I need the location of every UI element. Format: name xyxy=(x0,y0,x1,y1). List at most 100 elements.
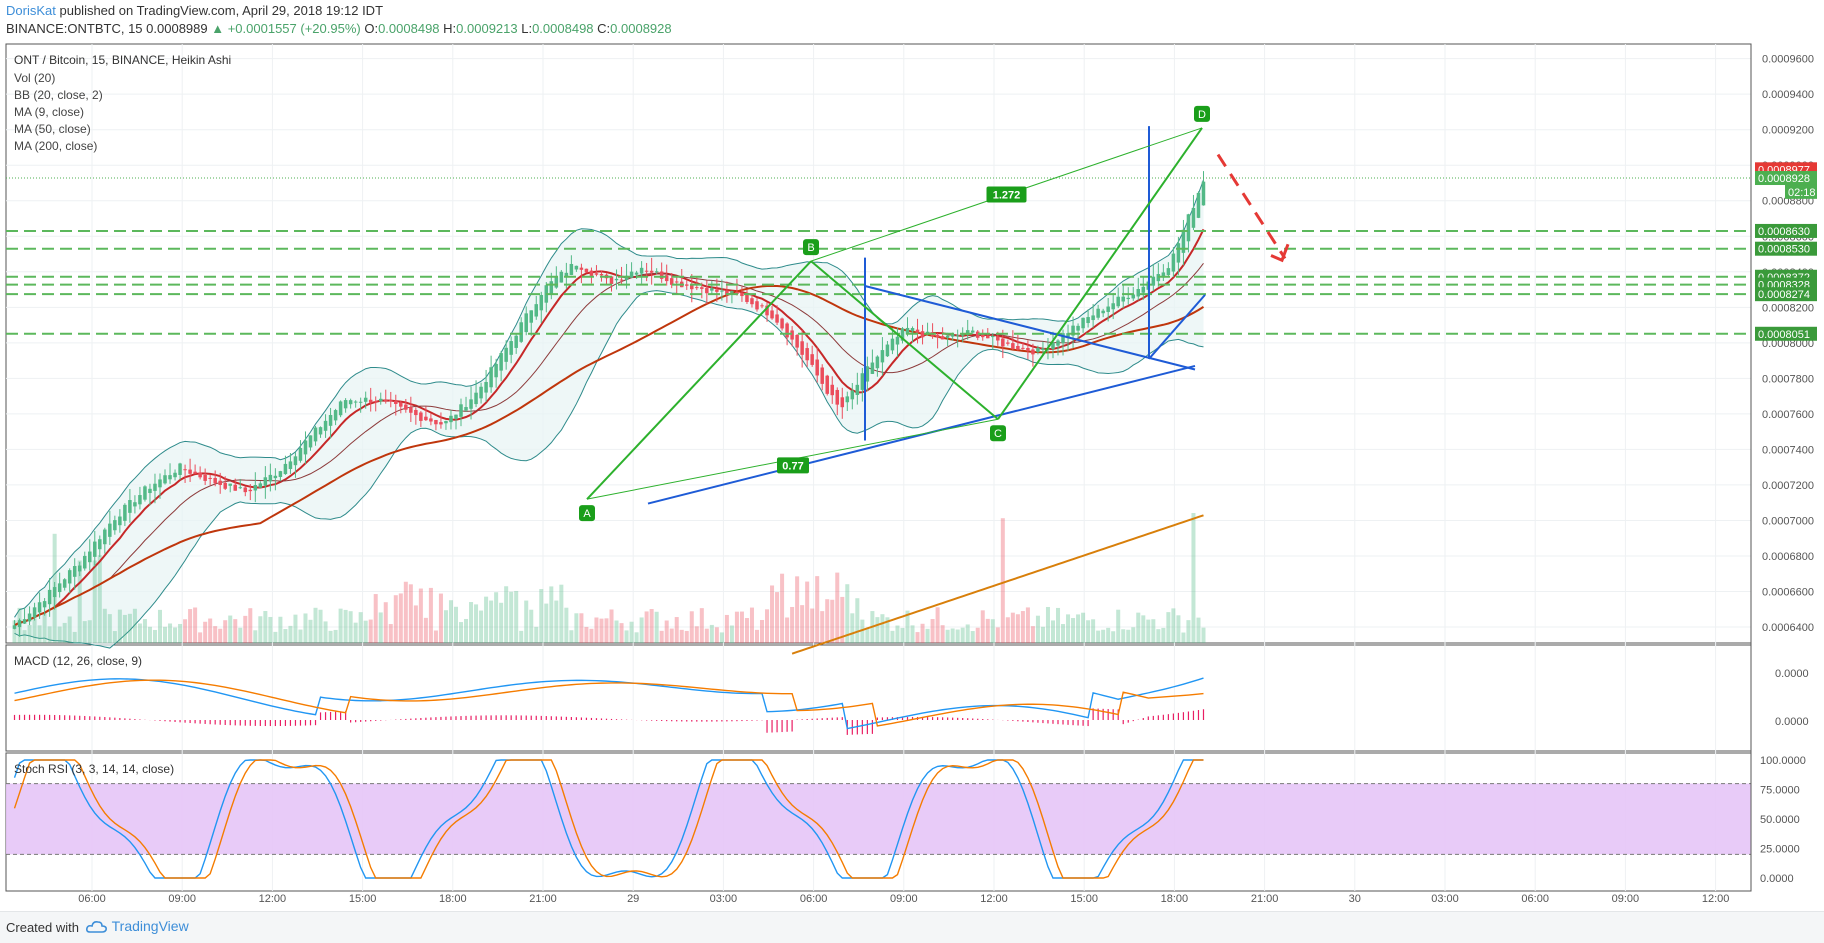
volume-bar xyxy=(193,607,198,643)
published-text: published on TradingView.com, April 29, … xyxy=(59,3,384,18)
projection-arrowhead xyxy=(1270,243,1290,263)
x-tick-label: 06:00 xyxy=(1521,893,1549,905)
volume-bar xyxy=(985,618,990,643)
candle-body xyxy=(399,402,403,407)
candle-body xyxy=(529,310,533,323)
volume-bar xyxy=(719,632,724,643)
volume-bar xyxy=(925,628,930,643)
volume-bar xyxy=(313,607,318,643)
volume-bar xyxy=(584,626,589,643)
volume-bar xyxy=(348,611,353,643)
volume-bar xyxy=(544,603,549,643)
volume-bar xyxy=(629,621,634,643)
candle-body xyxy=(800,341,804,355)
volume-bar xyxy=(775,592,780,643)
volume-bar xyxy=(223,620,228,643)
volume-bar xyxy=(102,608,107,643)
candle-body xyxy=(805,348,809,361)
candle-body xyxy=(815,359,819,376)
volume-bar xyxy=(564,607,569,643)
candle-body xyxy=(1161,272,1166,278)
volume-bar xyxy=(810,608,815,643)
volume-bar xyxy=(599,618,604,643)
volume-bar xyxy=(935,607,940,643)
volume-bar xyxy=(845,584,850,643)
candle-body xyxy=(664,275,669,282)
stoch-y-tick: 75.0000 xyxy=(1760,785,1800,797)
candle-body xyxy=(394,400,398,404)
candle-body xyxy=(695,287,699,289)
chart-canvas[interactable]: 06:00 09:00 12:00 15:00 18:00 21:00 29 03:00 06:… xyxy=(0,0,1824,910)
volume-bar xyxy=(529,609,534,643)
triangle-lower xyxy=(647,364,1196,505)
volume-bar xyxy=(639,617,644,643)
candle-body xyxy=(820,367,824,384)
candle-body xyxy=(343,400,348,409)
candle-body xyxy=(685,284,689,286)
volume-bar xyxy=(243,615,248,643)
volume-bar xyxy=(1015,614,1020,643)
signal-line xyxy=(14,679,1204,727)
candle-body xyxy=(895,336,900,345)
candle-body xyxy=(499,353,503,371)
candle-body xyxy=(469,399,473,409)
volume-bar xyxy=(509,591,514,643)
volume-bar xyxy=(27,625,32,643)
candle-body xyxy=(564,272,569,278)
candle-body xyxy=(1061,333,1065,344)
candle-body xyxy=(1121,296,1125,302)
volume-bar xyxy=(1151,619,1156,643)
volume-bar xyxy=(955,629,960,643)
candle-body xyxy=(52,587,57,598)
candle-body xyxy=(419,412,423,421)
volume-bar xyxy=(1106,627,1111,643)
candle-body xyxy=(193,471,197,474)
volume-bar xyxy=(77,560,82,643)
volume-bar xyxy=(940,625,945,643)
y-tick-label: 0.0007000 xyxy=(1762,515,1814,527)
volume-bar xyxy=(1000,518,1005,643)
candle-body xyxy=(960,334,965,336)
ratio-label: 1.272 xyxy=(993,190,1021,202)
volume-bar xyxy=(965,624,970,643)
volume-bar xyxy=(1045,606,1050,643)
candle-body xyxy=(1176,243,1181,263)
x-tick-label: 21:00 xyxy=(1251,893,1279,905)
volume-bar xyxy=(203,621,208,643)
candle-body xyxy=(213,478,217,484)
candle-body xyxy=(730,291,734,293)
volume-bar xyxy=(780,573,785,643)
volume-bar xyxy=(499,602,504,643)
candle-body xyxy=(690,285,694,290)
volume-bar xyxy=(624,630,629,643)
candle-body xyxy=(218,480,222,485)
candle-body xyxy=(720,290,724,292)
author-link[interactable]: DorisKat xyxy=(6,3,56,18)
candle-body xyxy=(484,381,488,393)
x-tick-label: 18:00 xyxy=(439,893,467,905)
volume-bar xyxy=(855,598,860,643)
volume-bar xyxy=(323,621,328,643)
candle-body xyxy=(128,500,132,513)
volume-bar xyxy=(1166,612,1171,643)
candle-body xyxy=(363,397,368,402)
candle-body xyxy=(118,516,122,526)
pattern-leg-cd xyxy=(997,127,1203,420)
candle-body xyxy=(725,290,729,295)
volume-bar xyxy=(157,609,163,643)
tradingview-brand: TradingView xyxy=(111,918,189,934)
candle-body xyxy=(965,330,970,336)
candle-body xyxy=(223,482,227,489)
volume-bar xyxy=(47,626,52,643)
volume-bar xyxy=(880,614,885,643)
study-label: MA (9, close) xyxy=(14,105,84,119)
candle-body xyxy=(1181,229,1186,253)
x-tick-label: 15:00 xyxy=(1070,893,1098,905)
candle-body xyxy=(1036,347,1040,352)
x-tick-label: 06:00 xyxy=(800,893,828,905)
ratio-badge xyxy=(986,186,1027,203)
last-price: 0.0008989 xyxy=(146,21,208,36)
tradingview-logo[interactable]: TradingView xyxy=(86,918,189,934)
study-label: BB (20, close, 2) xyxy=(14,88,103,102)
pattern-point-label: D xyxy=(1198,109,1206,121)
